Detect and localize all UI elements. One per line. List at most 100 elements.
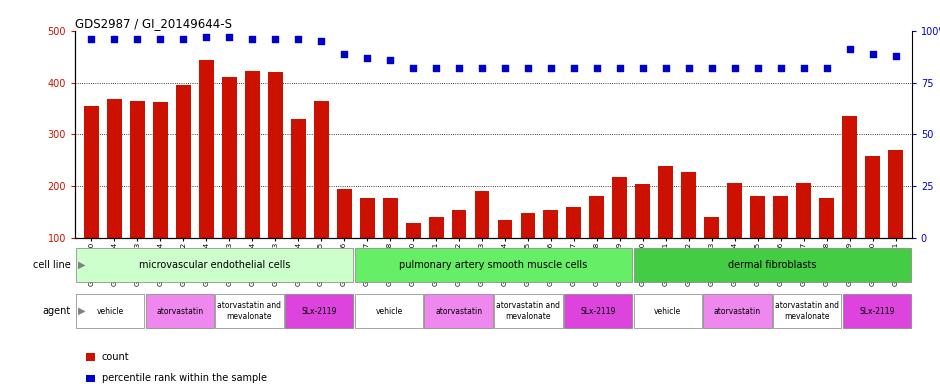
Bar <box>354 294 423 328</box>
Bar <box>564 294 633 328</box>
Point <box>589 65 604 71</box>
Point <box>521 65 536 71</box>
Bar <box>589 195 604 290</box>
Text: SLx-2119: SLx-2119 <box>302 306 337 316</box>
Point <box>84 36 99 42</box>
Point <box>612 65 627 71</box>
Bar <box>494 294 562 328</box>
Text: ▶: ▶ <box>78 260 86 270</box>
Text: atorvastatin and
mevalonate: atorvastatin and mevalonate <box>496 301 560 321</box>
Point <box>198 34 213 40</box>
Bar <box>820 198 834 290</box>
Bar <box>337 189 352 290</box>
Point <box>865 50 880 56</box>
Bar <box>843 294 911 328</box>
Bar <box>76 294 144 328</box>
Bar <box>704 217 719 290</box>
Text: SLx-2119: SLx-2119 <box>859 306 895 316</box>
Text: ▶: ▶ <box>78 306 86 316</box>
Bar <box>796 183 811 290</box>
Point <box>337 50 352 56</box>
Bar <box>405 222 420 290</box>
Bar <box>146 294 214 328</box>
Point <box>176 36 191 42</box>
Point <box>567 65 582 71</box>
Bar <box>268 72 283 290</box>
Bar <box>130 101 145 290</box>
Text: percentile rank within the sample: percentile rank within the sample <box>102 373 267 383</box>
Bar <box>86 374 95 382</box>
Point <box>290 36 306 42</box>
Text: atorvastatin: atorvastatin <box>156 306 203 316</box>
Text: atorvastatin and
mevalonate: atorvastatin and mevalonate <box>776 301 839 321</box>
Bar <box>314 101 329 290</box>
Point <box>842 46 857 53</box>
Bar <box>703 294 772 328</box>
Bar <box>198 60 213 290</box>
Bar <box>497 220 512 290</box>
Point <box>750 65 765 71</box>
Point <box>543 65 558 71</box>
Text: vehicle: vehicle <box>375 306 402 316</box>
Point <box>152 36 167 42</box>
Point <box>497 65 512 71</box>
Bar <box>285 294 353 328</box>
Bar <box>635 184 650 290</box>
Bar <box>773 294 841 328</box>
Point <box>796 65 811 71</box>
Text: pulmonary artery smooth muscle cells: pulmonary artery smooth muscle cells <box>400 260 588 270</box>
Bar <box>107 99 122 290</box>
Bar <box>354 248 633 282</box>
Bar <box>176 85 191 290</box>
Bar <box>567 207 582 290</box>
Point <box>635 65 650 71</box>
Text: atorvastatin: atorvastatin <box>714 306 761 316</box>
Text: atorvastatin: atorvastatin <box>435 306 482 316</box>
Text: cell line: cell line <box>33 260 70 270</box>
Point <box>888 53 903 59</box>
Bar <box>842 116 857 290</box>
Bar <box>86 353 95 361</box>
Bar <box>475 191 490 290</box>
Bar <box>634 294 702 328</box>
Bar <box>290 119 306 290</box>
Bar <box>222 78 237 290</box>
Point <box>728 65 743 71</box>
Bar <box>153 102 167 290</box>
Point <box>451 65 466 71</box>
Point <box>820 65 835 71</box>
Text: vehicle: vehicle <box>97 306 124 316</box>
Point <box>704 65 719 71</box>
Text: dermal fibroblasts: dermal fibroblasts <box>728 260 817 270</box>
Bar <box>244 71 259 290</box>
Point <box>244 36 259 42</box>
Text: atorvastatin and
mevalonate: atorvastatin and mevalonate <box>217 301 281 321</box>
Bar <box>425 294 493 328</box>
Point <box>682 65 697 71</box>
Point <box>222 34 237 40</box>
Point <box>268 36 283 42</box>
Bar <box>865 156 880 290</box>
Bar <box>429 217 444 290</box>
Bar <box>613 177 627 290</box>
Bar <box>84 106 99 290</box>
Point <box>314 38 329 44</box>
Text: vehicle: vehicle <box>654 306 682 316</box>
Bar <box>774 195 789 290</box>
Point <box>429 65 444 71</box>
Bar <box>728 183 743 290</box>
Point <box>107 36 122 42</box>
Bar <box>360 198 374 290</box>
Text: count: count <box>102 352 129 362</box>
Bar <box>658 166 673 290</box>
Text: SLx-2119: SLx-2119 <box>580 306 616 316</box>
Point <box>475 65 490 71</box>
Bar <box>750 195 765 290</box>
Point <box>774 65 789 71</box>
Text: agent: agent <box>42 306 70 316</box>
Bar <box>451 210 466 290</box>
Bar <box>76 248 353 282</box>
Text: GDS2987 / GI_20149644-S: GDS2987 / GI_20149644-S <box>75 17 232 30</box>
Text: microvascular endothelial cells: microvascular endothelial cells <box>139 260 290 270</box>
Bar <box>383 198 398 290</box>
